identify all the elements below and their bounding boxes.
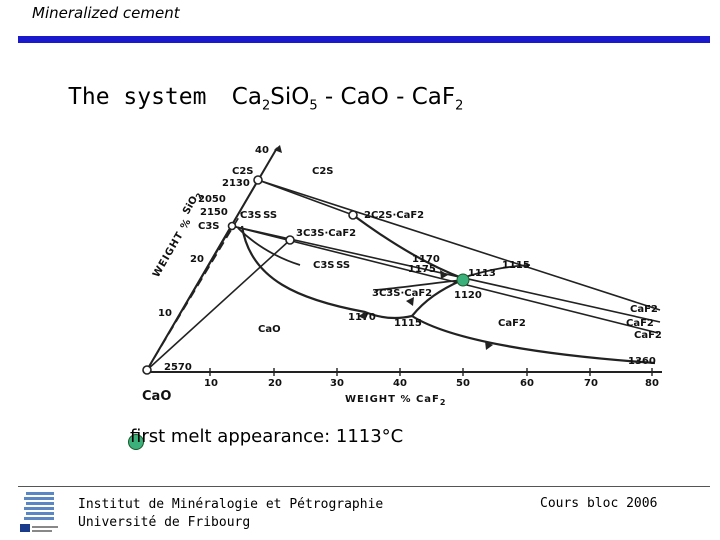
arrow-3 <box>358 312 366 320</box>
label-c3s: C3S <box>198 221 220 232</box>
y-tick-10: 10 <box>158 308 172 319</box>
x-tick-50: 50 <box>456 378 470 389</box>
y-tick-40: 40 <box>255 145 269 156</box>
label-caf2-right-1: CaF2 <box>630 304 658 315</box>
label-c2s-field: C2S <box>312 166 334 177</box>
corner-label-cao: CaO <box>142 389 171 404</box>
first-melt-note: first melt appearance: 1113°C <box>130 426 404 447</box>
slide-title-formula: Ca2SiO5 - CaO - CaF2 <box>231 84 464 114</box>
label-caf2-field: CaF2 <box>498 318 526 329</box>
label-2130: 2130 <box>222 178 250 189</box>
label-1115-top: 1115 <box>502 260 530 271</box>
label-c3s-ss-left: C3S SS <box>240 210 277 221</box>
join-c3s-caf2-lower <box>231 225 659 334</box>
label-cao-field: CaO <box>258 324 281 335</box>
label-2150: 2150 <box>200 207 228 218</box>
label-1120: 1120 <box>454 290 482 301</box>
join-cao-3c3scaf2 <box>146 239 291 371</box>
label-3c3s-caf2-mid: 3C3S·CaF2 <box>372 288 432 299</box>
x-axis-title: WEIGHT % CaF2 <box>345 394 446 407</box>
arrow-1 <box>440 270 448 279</box>
footer-university-line: Université de Fribourg <box>78 515 251 530</box>
label-2c2s-caf2: 2C2S·CaF2 <box>364 210 424 221</box>
node-3c3s-caf2 <box>285 235 295 245</box>
label-1360: 1360 <box>628 356 656 367</box>
slide-header-title: Mineralized cement <box>32 4 180 22</box>
node-c2s <box>253 175 263 185</box>
node-c3s <box>227 221 237 231</box>
header-divider-bar <box>18 36 710 43</box>
label-2570: 2570 <box>164 362 192 373</box>
node-2c2s-caf2 <box>348 210 358 220</box>
x-tick-60: 60 <box>520 378 534 389</box>
join-c2s-caf2-top <box>257 179 661 311</box>
x-tick-70: 70 <box>584 378 598 389</box>
cotectic-1120-down <box>411 278 463 317</box>
label-c2s-top: C2S <box>232 166 254 177</box>
arrow-2 <box>406 297 414 306</box>
label-caf2-right-2: CaF2 <box>626 318 654 329</box>
node-cao <box>142 365 152 375</box>
label-1175: 1175 <box>408 264 436 275</box>
y-axis-title: WEIGHT % <box>151 216 194 279</box>
label-caf2-right-3: CaF2 <box>634 330 662 341</box>
join-cao-c2s <box>146 179 259 371</box>
slide-title: The system Ca2SiO5 - CaO - CaF2 <box>68 84 463 114</box>
arrow-4 <box>485 341 493 350</box>
footer-divider <box>18 486 710 487</box>
x-tick-30: 30 <box>330 378 344 389</box>
join-c3s-3c3scaf2 <box>231 225 291 241</box>
x-tick-80: 80 <box>645 378 659 389</box>
university-logo <box>18 490 60 534</box>
arrow-5 <box>274 145 282 153</box>
footer-institution: Institut de Minéralogie et Pétrographie … <box>78 496 383 532</box>
x-tick-10: 10 <box>204 378 218 389</box>
x-tick-40: 40 <box>393 378 407 389</box>
footer-institute-line: Institut de Minéralogie et Pétrographie <box>78 497 384 512</box>
slide-title-prefix: The system <box>68 84 207 110</box>
label-3c3s-caf2-top: 3C3S·CaF2 <box>296 228 356 239</box>
note-marker-dot <box>128 434 144 450</box>
first-melt-marker <box>456 273 470 287</box>
x-tick-20: 20 <box>268 378 282 389</box>
label-1170-top: 1170 <box>412 254 440 265</box>
label-1115-bottom: 1115 <box>394 318 422 329</box>
cotectic-c3s-region <box>240 225 413 320</box>
label-1113: 1113 <box>468 268 496 279</box>
join-c2s-c2scaf2 <box>257 179 354 216</box>
cotectic-c3s-caf2 <box>374 279 463 291</box>
label-2050: 2050 <box>198 194 226 205</box>
cotectic-1113-1115 <box>461 264 531 279</box>
cotectic-c2s-to-1113 <box>352 214 463 280</box>
cotectic-to-1360 <box>411 315 656 365</box>
label-c3s-ss-field: C3S SS <box>313 260 350 271</box>
footer-course-label: Cours bloc 2006 <box>540 496 658 511</box>
y-tick-20: 20 <box>190 254 204 265</box>
cotectic-2150-curve <box>237 227 301 266</box>
